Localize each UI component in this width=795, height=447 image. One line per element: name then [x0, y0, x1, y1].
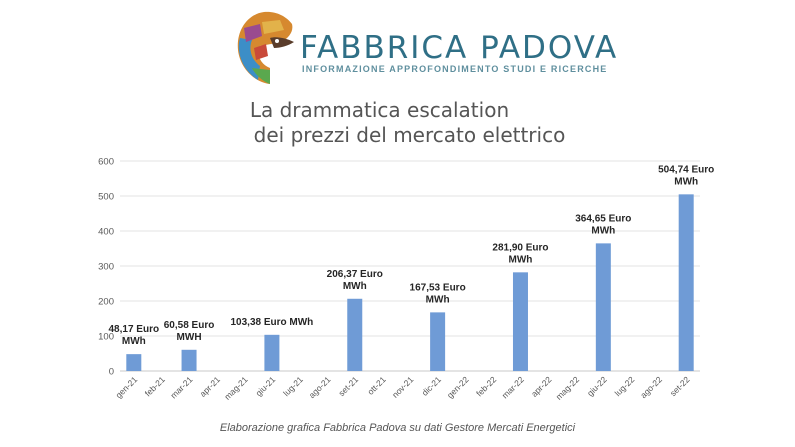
data-label: MWH: [177, 332, 202, 343]
y-tick-label: 500: [98, 192, 114, 203]
x-tick-label: mar-22: [500, 374, 526, 400]
bar-set-22: [678, 194, 694, 371]
y-tick-label: 200: [98, 297, 114, 308]
x-tick-label: giu-21: [254, 374, 278, 398]
data-label: 48,17 Euro: [109, 324, 160, 335]
x-tick-label: lug-22: [613, 374, 637, 398]
bar-giu-21: [264, 334, 280, 371]
x-tick-label: feb-22: [474, 374, 498, 398]
data-label: 167,53 Euro: [410, 282, 466, 293]
x-tick-label: lug-21: [281, 374, 305, 398]
data-label: 281,90 Euro: [492, 242, 548, 253]
data-label: 206,37 Euro: [327, 269, 383, 280]
y-tick-label: 600: [98, 157, 114, 168]
x-tick-label: set-22: [668, 374, 692, 398]
chart-title-line1: La drammatica escalation: [249, 98, 510, 122]
data-label: 364,65 Euro: [575, 213, 631, 224]
x-tick-label: apr-22: [529, 374, 554, 399]
brand-tagline: INFORMAZIONE APPROFONDIMENTO STUDI E RIC…: [302, 64, 608, 74]
x-tick-label: mag-22: [554, 374, 582, 402]
bar-mar-22: [512, 272, 528, 371]
chart-caption: Elaborazione grafica Fabbrica Padova su …: [219, 422, 576, 434]
bar-set-21: [347, 298, 363, 371]
bar-mar-21: [181, 349, 197, 371]
bar-giu-22: [595, 243, 611, 371]
data-label: 504,74 Euro: [658, 164, 714, 175]
x-tick-label: apr-21: [198, 374, 223, 399]
data-label: MWh: [343, 281, 367, 292]
y-tick-label: 100: [98, 332, 114, 343]
x-tick-label: giu-22: [585, 374, 609, 398]
data-label: MWh: [591, 225, 615, 236]
data-label: MWh: [674, 176, 698, 187]
x-tick-label: ago-21: [307, 374, 333, 400]
data-label: MWh: [122, 336, 146, 347]
x-tick-label: nov-21: [390, 374, 416, 400]
y-tick-label: 400: [98, 227, 114, 238]
x-tick-label: ago-22: [638, 374, 664, 400]
x-tick-label: ott-21: [365, 374, 388, 397]
chart-title-line2: dei prezzi del mercato elettrico: [253, 123, 566, 147]
x-tick-label: gen-21: [113, 374, 139, 400]
x-tick-label: gen-22: [445, 374, 471, 400]
x-tick-label: set-21: [336, 374, 360, 398]
data-label: 60,58 Euro: [164, 320, 215, 331]
bar-dic-21: [430, 312, 446, 371]
data-label: MWh: [509, 254, 533, 265]
y-tick-label: 0: [109, 367, 114, 378]
data-label: 103,38 Euro MWh: [230, 317, 313, 328]
x-tick-label: mag-21: [222, 374, 250, 402]
data-label: MWh: [426, 294, 450, 305]
x-tick-label: dic-21: [420, 374, 444, 398]
x-tick-label: feb-21: [143, 374, 167, 398]
x-tick-label: mar-21: [168, 374, 194, 400]
bar-gen-21: [126, 354, 142, 371]
brand-name: FABBRICA PADOVA: [300, 30, 619, 66]
y-tick-label: 300: [98, 262, 114, 273]
fabbrica-padova-logo: [237, 11, 294, 85]
